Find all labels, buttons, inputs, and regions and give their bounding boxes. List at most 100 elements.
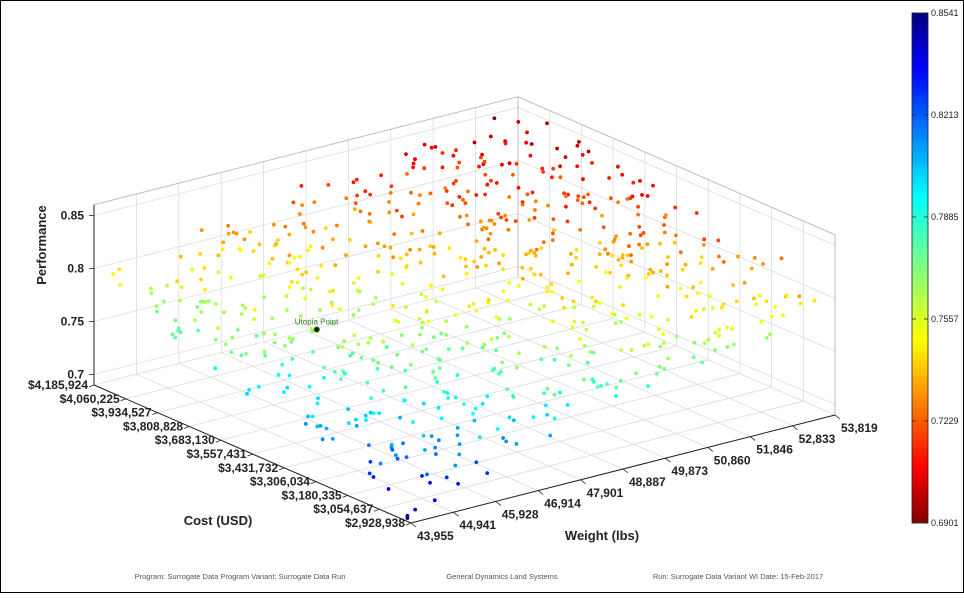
scatter-point [206, 299, 211, 304]
scatter-point [752, 296, 756, 301]
scatter-point [371, 358, 376, 363]
scatter-point [674, 334, 679, 339]
scatter-point [363, 244, 368, 249]
scatter-point [434, 452, 438, 456]
scatter-point [474, 308, 479, 313]
grid-line [379, 400, 804, 510]
grid-line [157, 304, 582, 413]
scatter-point [377, 411, 382, 416]
scatter-point [457, 160, 462, 165]
scatter-point [580, 153, 585, 157]
scatter-point [692, 340, 697, 345]
scatter-point [500, 360, 505, 365]
scatter-point [231, 230, 236, 235]
scatter-point [446, 347, 451, 351]
scatter-point [769, 314, 774, 319]
scatter-point [353, 201, 358, 206]
scatter-point [403, 305, 408, 310]
scatter-point [382, 244, 387, 249]
scatter-point [541, 240, 546, 245]
scatter-point [348, 238, 352, 242]
scatter-point [355, 193, 359, 198]
scatter-point [542, 344, 547, 349]
scatter-point [400, 281, 405, 286]
x-tick-mark [792, 425, 798, 431]
scatter-point [338, 377, 343, 382]
scatter-point [368, 459, 373, 464]
scatter-point [409, 190, 413, 195]
scatter-point [662, 366, 667, 371]
annotation-layer: Utopia Point [295, 318, 339, 333]
scatter-point [436, 357, 441, 362]
scatter-point [545, 121, 549, 126]
scatter-point [489, 337, 494, 341]
scatter-point [283, 224, 288, 229]
scatter-point [531, 415, 536, 419]
scatter-point [506, 298, 510, 303]
x-tick-label: 48,887 [629, 475, 666, 489]
scatter-point [295, 267, 300, 272]
scatter-point [467, 304, 472, 309]
scatter-point [291, 337, 295, 341]
scatter-point [684, 294, 689, 299]
grid-line [125, 290, 550, 400]
scatter-point [262, 295, 267, 300]
scatter-point [287, 285, 292, 290]
scatter-point [354, 177, 359, 182]
scatter-point [381, 339, 386, 344]
scatter-point [575, 143, 580, 148]
scatter-point [433, 376, 438, 380]
scatter-point [387, 200, 391, 204]
scatter-point [235, 327, 240, 332]
scatter-point [118, 282, 122, 287]
scatter-point [654, 372, 659, 376]
scatter-point [176, 326, 181, 331]
scatter-point [638, 179, 642, 183]
scatter-point [482, 159, 487, 164]
scatter-point [489, 218, 494, 223]
scatter-point [300, 203, 304, 208]
grid-line [315, 373, 740, 482]
scatter-point [424, 295, 429, 299]
scatter-point [545, 289, 550, 294]
scatter-point [290, 357, 295, 361]
scatter-point [326, 183, 331, 187]
scatter-point [315, 424, 320, 429]
scatter-point [429, 434, 434, 438]
scatter-point [263, 353, 268, 358]
z-tick-label: 0.75 [61, 314, 85, 328]
scatter-point [710, 266, 715, 271]
scatter-point [666, 317, 671, 322]
scatter-point [409, 231, 414, 236]
scatter-point [564, 194, 568, 199]
scatter-point [590, 295, 595, 300]
scatter-point [428, 244, 433, 249]
scatter-point [216, 326, 221, 330]
scatter-point [486, 301, 491, 305]
scatter-point [272, 243, 277, 248]
scatter-point [336, 345, 341, 350]
scatter-point [541, 170, 545, 174]
x-tick-mark [665, 457, 671, 463]
scatter-point [607, 176, 611, 180]
y-tick-label: $3,557,431 [186, 447, 246, 461]
scatter-point [812, 298, 817, 303]
scatter-point [432, 335, 436, 340]
x-tick-mark [580, 479, 586, 485]
scatter-point [177, 298, 182, 303]
scatter-point [331, 237, 335, 242]
scatter-point [316, 396, 320, 401]
scatter-point [698, 280, 703, 285]
scatter-point [496, 211, 501, 216]
scatter-point [474, 239, 479, 244]
scatter-point [261, 273, 266, 277]
x-tick-label: 47,901 [587, 486, 624, 500]
scatter-point [552, 392, 557, 397]
scatter-point [337, 307, 342, 311]
scatter-point [458, 214, 462, 219]
scatter-point [466, 189, 470, 194]
scatter-point [368, 192, 373, 197]
scatter-point [284, 294, 289, 298]
scatter-point [199, 299, 203, 304]
scatter-point [620, 172, 625, 177]
